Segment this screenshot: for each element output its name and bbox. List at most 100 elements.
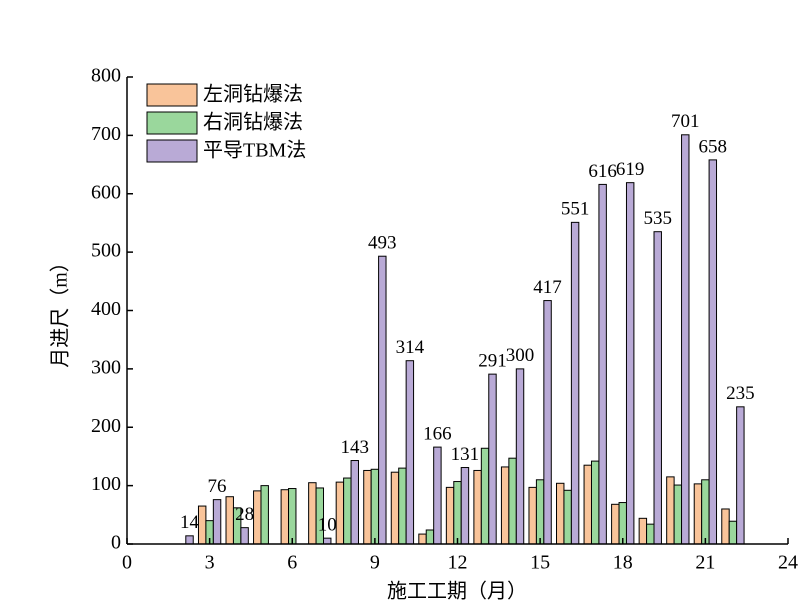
bar (288, 488, 297, 545)
bar (212, 499, 222, 545)
bar (370, 468, 380, 545)
data-label: 10 (318, 515, 337, 536)
legend-swatch (146, 83, 198, 107)
bar (590, 460, 600, 545)
bar (625, 182, 635, 545)
data-label: 131 (451, 444, 480, 465)
bar (736, 406, 745, 545)
bar (253, 490, 262, 545)
data-label: 493 (368, 233, 397, 254)
bar (570, 221, 580, 545)
bar (666, 476, 675, 545)
bar (460, 467, 470, 545)
y-tick-label: 400 (91, 298, 121, 320)
bar (653, 231, 662, 545)
bar (480, 447, 490, 545)
data-label: 28 (235, 504, 254, 525)
bar (708, 159, 718, 545)
x-tick-label: 9 (370, 552, 380, 574)
bar (543, 300, 552, 545)
x-tick-label: 18 (613, 552, 633, 574)
x-tick-label: 12 (448, 552, 468, 574)
bar (260, 485, 269, 545)
bar (323, 537, 332, 545)
bar (535, 479, 545, 545)
bar (528, 486, 537, 545)
bar (453, 481, 462, 545)
bar (343, 477, 352, 545)
legend-swatch (146, 139, 198, 163)
x-tick-label: 0 (122, 552, 132, 574)
data-label: 291 (478, 350, 507, 371)
bar (308, 482, 317, 545)
data-label: 14 (180, 512, 200, 533)
y-tick-label: 0 (111, 532, 121, 554)
data-label: 143 (341, 437, 370, 458)
bar (701, 479, 710, 545)
bar (508, 457, 517, 545)
y-tick-label: 500 (91, 240, 121, 262)
data-label: 616 (588, 161, 617, 182)
data-label: 314 (396, 337, 425, 358)
data-label: 166 (423, 423, 452, 444)
y-tick-label: 100 (91, 473, 121, 495)
bar (673, 484, 683, 545)
bar (240, 527, 249, 545)
bar (418, 533, 427, 545)
bar (335, 481, 345, 545)
bar (433, 446, 442, 545)
bar (563, 489, 572, 545)
y-axis-label: 月进尺（m） (49, 252, 72, 368)
data-label: 619 (616, 159, 645, 180)
legend-label: 平导TBM法 (203, 139, 306, 162)
data-label: 235 (726, 383, 755, 404)
bar (363, 469, 372, 545)
bar (473, 469, 482, 545)
bar (378, 255, 387, 545)
legend-label: 右洞钻爆法 (203, 111, 303, 134)
bar (445, 486, 455, 545)
bar (618, 502, 627, 545)
bar (515, 368, 525, 545)
bar (721, 508, 730, 545)
bar (280, 489, 290, 545)
bar (611, 503, 620, 545)
data-label: 76 (208, 476, 227, 497)
bar (398, 467, 407, 545)
data-label: 535 (643, 208, 672, 229)
x-tick-label: 15 (530, 552, 550, 574)
bar (425, 529, 435, 545)
y-tick-label: 800 (91, 65, 121, 87)
x-tick-label: 21 (695, 552, 715, 574)
bar (728, 520, 738, 545)
data-label: 551 (561, 199, 590, 220)
data-label: 417 (533, 277, 562, 298)
x-tick-label: 6 (287, 552, 297, 574)
bar (197, 505, 207, 545)
data-label: 300 (506, 345, 535, 366)
x-tick-label: 3 (205, 552, 215, 574)
bar (583, 464, 592, 545)
y-tick-label: 600 (91, 181, 121, 203)
bar (350, 460, 359, 545)
bar (405, 360, 415, 545)
bar (488, 373, 497, 545)
bar (646, 523, 655, 545)
bar (638, 517, 648, 545)
bar (185, 535, 194, 545)
bar (693, 483, 703, 545)
y-tick-label: 300 (91, 356, 121, 378)
bar (556, 482, 565, 545)
y-tick-label: 700 (91, 123, 121, 145)
bar (500, 466, 510, 545)
data-label: 658 (699, 136, 728, 157)
y-tick-label: 200 (91, 415, 121, 437)
bar (225, 496, 234, 545)
bar (681, 134, 690, 545)
legend-label: 左洞钻爆法 (203, 83, 303, 106)
x-tick-label: 24 (778, 552, 798, 574)
bar (390, 471, 400, 545)
legend-swatch (146, 111, 198, 135)
